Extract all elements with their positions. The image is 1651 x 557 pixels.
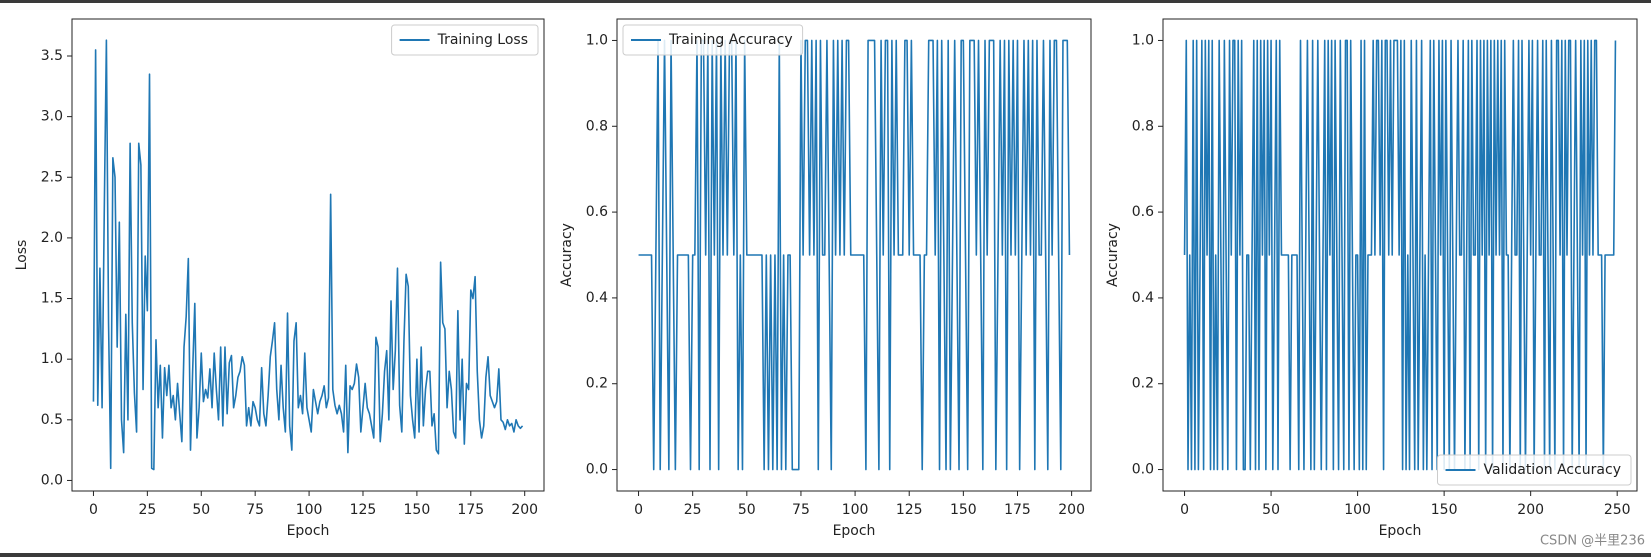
y-tick-label: 0.2 [1132, 376, 1154, 392]
y-tick-label: 1.0 [1132, 32, 1154, 48]
x-tick-label: 25 [138, 502, 156, 518]
axes-frame [1162, 18, 1638, 492]
x-tick-label: 200 [1517, 502, 1544, 518]
legend: Validation Accuracy [1437, 454, 1632, 486]
chart-panel: 0 25 50 75 100 125 150 175 200 0.0 0.2 0.4 0.6 0.8 1.0… [559, 18, 1092, 539]
y-tick-label: 2.5 [41, 169, 63, 185]
y-tick-label: 1.0 [586, 32, 608, 48]
y-tick-label: 0.6 [586, 204, 608, 220]
x-tick-label: 250 [1604, 502, 1631, 518]
y-tick-label: 0.8 [1132, 118, 1154, 134]
legend-label: Training Accuracy [668, 32, 793, 48]
y-tick-label: 0.2 [586, 376, 608, 392]
x-tick-label: 50 [192, 502, 210, 518]
y-tick-label: 0.0 [41, 472, 63, 488]
x-axis-label: Epoch [1379, 523, 1422, 539]
y-tick-label: 0.6 [1132, 204, 1154, 220]
y-tick-label: 0.8 [586, 118, 608, 134]
series-line [1183, 39, 1617, 471]
legend-box [1437, 454, 1632, 486]
x-tick-label: 175 [457, 502, 484, 518]
y-tick-label: 3.5 [41, 48, 63, 64]
watermark: CSDN @半里236 [1540, 534, 1645, 549]
y-tick-label: 3.0 [41, 109, 63, 125]
y-tick-label: 0.4 [1132, 290, 1154, 306]
x-tick-label: 125 [350, 502, 377, 518]
legend: Training Accuracy [622, 24, 804, 56]
x-tick-label: 150 [950, 502, 977, 518]
x-tick-label: 0 [634, 502, 643, 518]
x-tick-label: 200 [1058, 502, 1085, 518]
x-tick-label: 0 [1180, 502, 1189, 518]
x-tick-label: 175 [1004, 502, 1031, 518]
legend-label: Validation Accuracy [1484, 462, 1622, 478]
y-tick-label: 1.5 [41, 291, 63, 307]
y-axis-label: Accuracy [559, 223, 575, 287]
legend-label: Training Loss [437, 32, 528, 48]
axes-frame [616, 18, 1092, 492]
plot-area [1183, 39, 1617, 471]
x-axis-label: Epoch [287, 523, 330, 539]
legend-box [622, 24, 804, 56]
x-tick-label: 150 [1431, 502, 1458, 518]
y-tick-label: 0.0 [586, 462, 608, 478]
y-axis-label: Loss [14, 240, 30, 271]
x-tick-label: 75 [792, 502, 810, 518]
legend: Training Loss [391, 24, 539, 56]
x-tick-label: 0 [89, 502, 98, 518]
x-tick-label: 125 [896, 502, 923, 518]
top-border [0, 0, 1651, 3]
x-tick-label: 50 [1262, 502, 1280, 518]
plot-area [92, 39, 524, 471]
x-tick-label: 50 [738, 502, 756, 518]
y-tick-label: 0.0 [1132, 462, 1154, 478]
y-tick-label: 1.0 [41, 351, 63, 367]
y-tick-label: 0.5 [41, 412, 63, 428]
x-axis-label: Epoch [833, 523, 876, 539]
x-tick-label: 75 [246, 502, 264, 518]
x-tick-label: 25 [684, 502, 702, 518]
x-tick-label: 150 [404, 502, 431, 518]
x-tick-label: 100 [296, 502, 323, 518]
series-line [92, 39, 524, 471]
y-axis-label: Accuracy [1105, 223, 1121, 287]
x-tick-label: 200 [511, 502, 538, 518]
legend-box [391, 24, 539, 56]
axes-frame [71, 18, 545, 492]
x-tick-label: 100 [1344, 502, 1371, 518]
bottom-border [0, 553, 1651, 557]
chart-panel: 0 50 100 150 200 250 0.0 0.2 0.4 0.6 0.8 1.0 Epoch Ac… [1105, 18, 1638, 539]
y-tick-label: 0.4 [586, 290, 608, 306]
plot-area [638, 39, 1071, 471]
x-tick-label: 100 [842, 502, 869, 518]
series-line [638, 39, 1071, 471]
y-tick-label: 2.0 [41, 230, 63, 246]
chart-panel: 0 25 50 75 100 125 150 175 200 0.0 0.5 1.0 1.5 2.0 2.5… [14, 18, 545, 539]
